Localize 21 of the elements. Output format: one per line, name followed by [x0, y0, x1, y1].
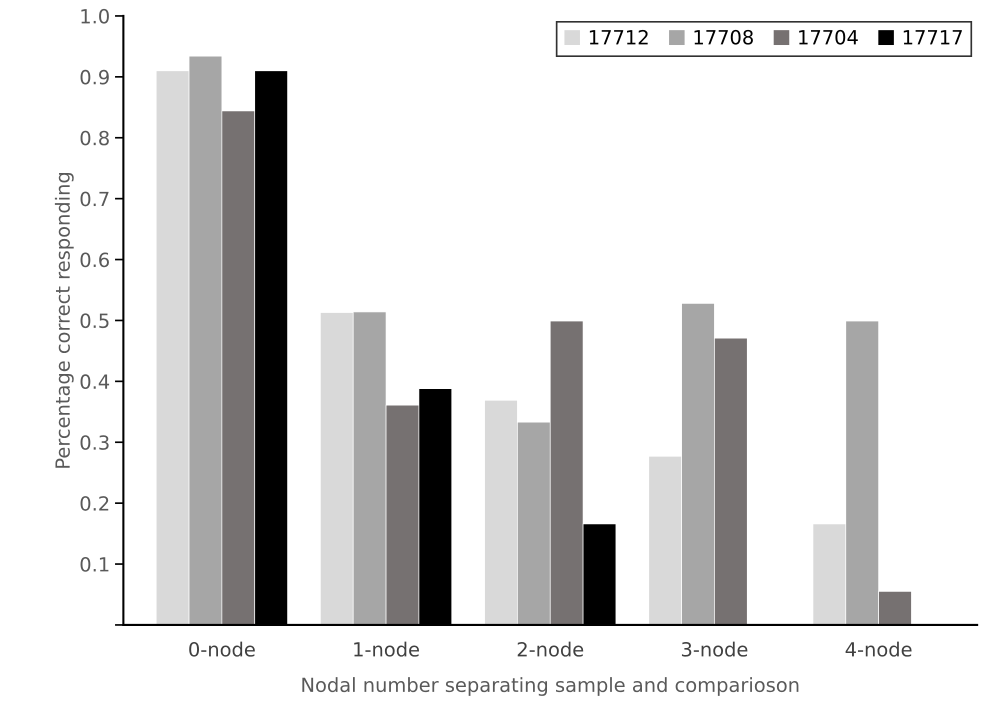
x-tick-label: 1-node: [354, 642, 419, 657]
y-tick-label: 0.4: [80, 374, 110, 390]
y-tick-label: 0.1: [80, 557, 108, 572]
x-tick-label: 3-node: [682, 642, 748, 657]
y-tick-label: 0.5: [80, 313, 108, 328]
y-tick-label: 0.8: [80, 130, 109, 146]
x-tick-label: 2-node: [518, 642, 584, 657]
y-tick-label: 1.0: [81, 8, 109, 24]
legend-label: 17717: [904, 30, 962, 44]
y-tick-label: 0.3: [80, 435, 109, 450]
y-tick-label: 0.6: [80, 252, 109, 268]
y-tick-label: 0.2: [80, 496, 108, 511]
x-tick-label: 0-node: [189, 642, 255, 657]
x-tick-label: 4-node: [846, 642, 912, 657]
legend-label: 17708: [694, 30, 753, 45]
x-axis-title: Nodal number separating sample and comparioson: [302, 677, 798, 696]
y-axis-title: Percentage correct responding: [54, 173, 74, 468]
legend-label: 17712: [590, 30, 648, 44]
legend-label: 17704: [799, 30, 858, 45]
y-tick-label: 0.9: [80, 70, 109, 85]
y-tick-label: 0.7: [80, 192, 109, 206]
